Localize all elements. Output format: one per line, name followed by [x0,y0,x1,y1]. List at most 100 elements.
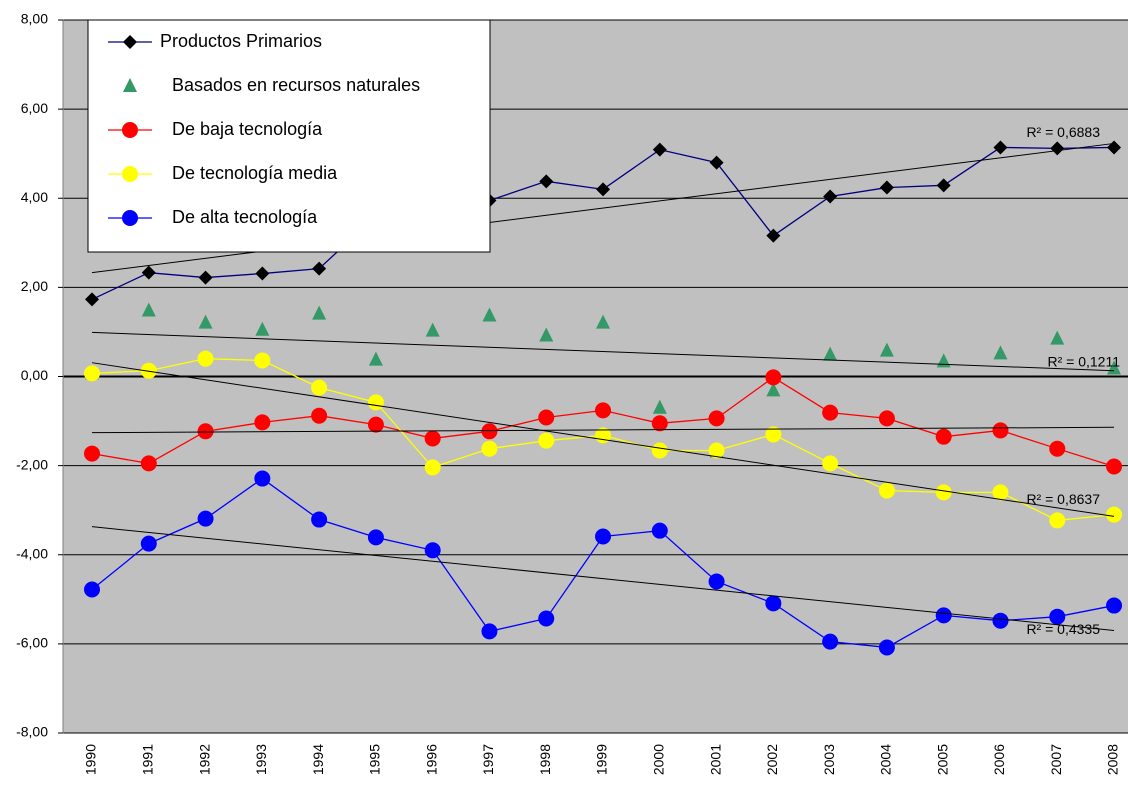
x-tick-label: 2004 [878,744,894,775]
marker [822,455,839,472]
marker [766,228,781,243]
marker [254,414,271,431]
y-tick-label: 4,00 [21,189,48,205]
marker [123,78,137,92]
marker [197,510,214,527]
x-tick-label: 1994 [310,744,326,775]
marker [481,423,498,440]
marker [254,470,271,487]
marker [709,155,724,170]
marker [85,292,99,307]
x-tick-label: 1993 [253,744,269,775]
marker [993,140,1008,155]
marker [936,178,951,193]
marker [596,182,611,197]
marker [1106,597,1123,614]
marker [935,484,952,501]
marker [992,484,1009,501]
trend-line [91,362,1115,517]
marker [878,639,895,656]
marker [651,415,668,432]
marker [425,322,440,337]
marker [84,445,100,462]
marker [766,382,781,397]
marker [198,270,213,285]
marker [538,610,555,627]
marker [141,302,156,317]
marker [424,542,441,559]
marker [84,365,100,382]
marker [879,180,894,195]
marker [255,266,270,281]
marker [878,410,895,427]
marker [596,314,611,329]
marker [123,35,137,49]
y-tick-label: -4,00 [16,545,48,561]
marker [595,402,612,419]
marker [1106,506,1123,523]
marker [879,342,894,357]
marker [708,573,725,590]
y-tick-label: 6,00 [21,100,48,116]
marker [197,350,214,367]
x-tick-label: 1992 [196,744,212,775]
legend-label: De alta tecnología [172,207,318,227]
x-tick-label: 2003 [821,744,837,775]
marker [481,623,498,640]
trend-line [91,526,1115,632]
marker [765,369,782,386]
marker [140,362,157,379]
marker [651,442,668,459]
legend-label: De baja tecnología [172,119,323,139]
marker [1049,440,1066,457]
marker [482,307,497,322]
marker [595,528,612,545]
r-squared-label: R² = 0,4335 [1026,621,1100,637]
marker [84,581,100,598]
marker [823,189,838,204]
x-tick-label: 2000 [651,744,667,775]
marker [368,351,383,366]
x-tick-label: 1997 [480,744,496,775]
y-tick-label: -2,00 [16,456,48,472]
marker [140,455,157,472]
r-squared-label: R² = 0,8637 [1026,491,1100,507]
marker [651,522,668,539]
marker [122,122,138,138]
marker [367,529,384,546]
marker [122,166,138,182]
marker [652,399,667,414]
marker [311,511,328,528]
marker [140,535,157,552]
r-squared-label: R² = 0,1211 [1047,353,1120,369]
y-tick-label: -6,00 [16,635,48,651]
x-tick-label: 1999 [594,744,610,775]
marker [539,174,554,189]
y-tick-label: 0,00 [21,367,48,383]
marker [122,210,138,226]
marker [538,432,555,449]
x-tick-label: 1998 [537,744,553,775]
marker [255,321,270,336]
marker [878,482,895,499]
marker [708,442,725,459]
marker [312,305,327,320]
marker [141,265,156,280]
marker [822,404,839,421]
marker [1050,141,1065,156]
x-tick-label: 1990 [83,744,99,775]
legend-box [87,19,491,253]
marker [254,352,271,369]
marker [823,346,838,361]
marker [935,428,952,445]
marker [765,595,782,612]
marker [367,394,384,411]
x-tick-label: 2005 [934,744,950,775]
marker [367,416,384,433]
x-tick-label: 1996 [423,744,439,775]
legend-label: Productos Primarios [160,31,322,51]
x-tick-label: 1995 [367,744,383,775]
marker [1049,512,1066,529]
marker [993,345,1008,360]
